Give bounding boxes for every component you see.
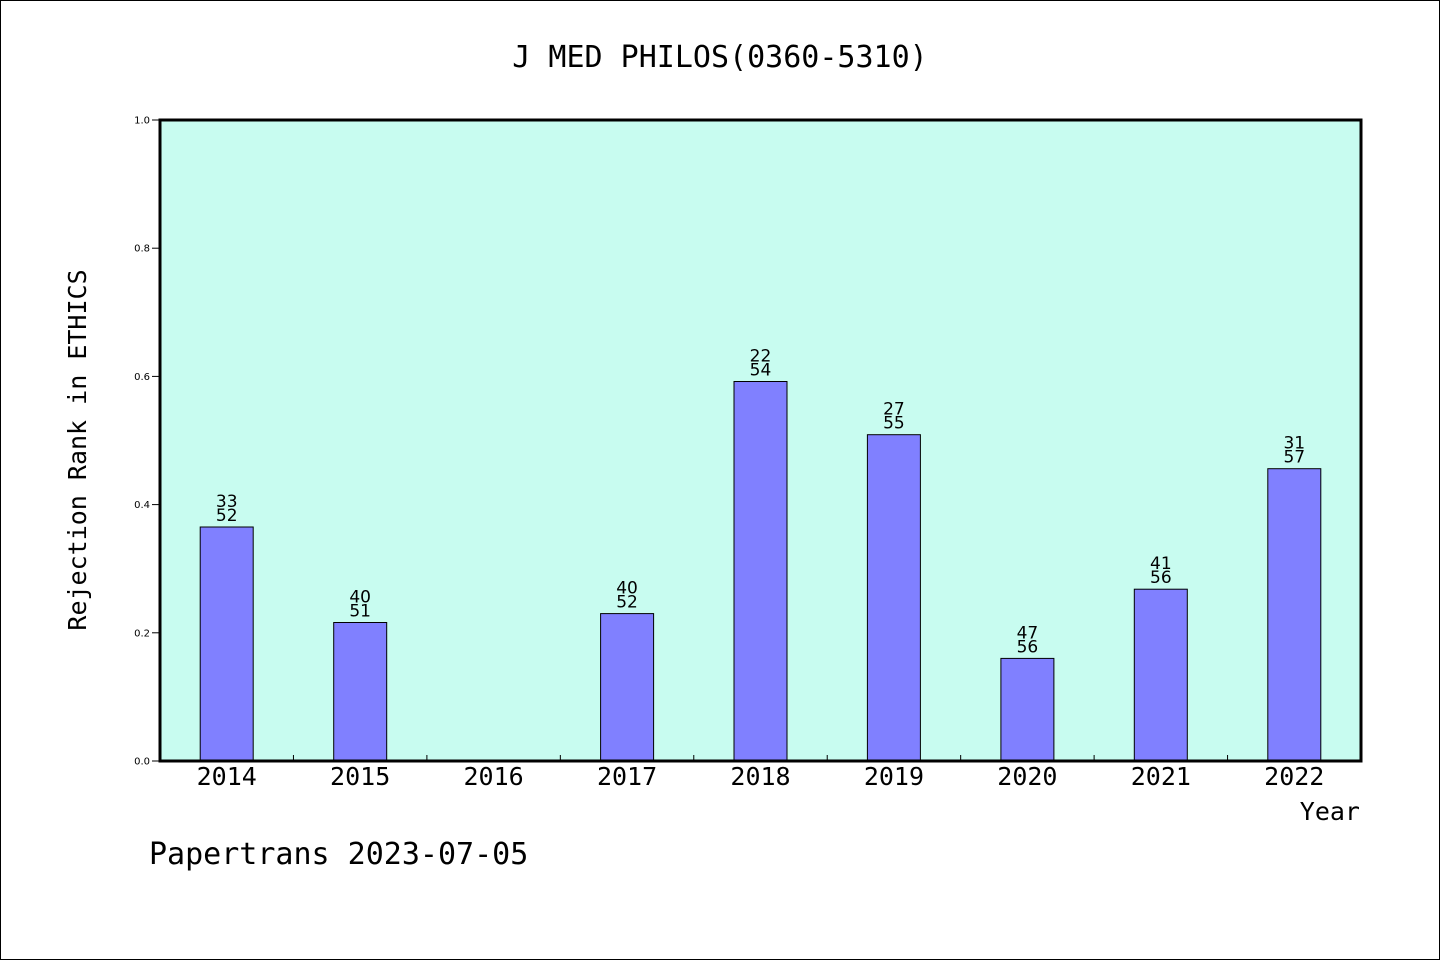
bar-label-2015-1: 40: [349, 588, 371, 608]
bar-label-2022-1: 31: [1283, 434, 1305, 454]
y-tick-label-0.0: 0.0: [134, 757, 150, 768]
y-tick-label-0.6: 0.6: [134, 372, 150, 383]
bar-label-2020-1: 47: [1017, 623, 1039, 643]
x-tick-label-2016: 2016: [464, 762, 524, 791]
y-tick-label-1.0: 1.0: [134, 116, 150, 127]
bar-2017: [600, 613, 655, 762]
bar-2020: [1000, 657, 1055, 762]
watermark-text: Papertrans 2023-07-05: [149, 837, 528, 872]
bar-label-2018-1: 22: [750, 347, 772, 367]
bar-label-2017-2: 52: [616, 593, 638, 613]
bar-label-2021-1: 41: [1150, 554, 1172, 574]
bar-label-2022-2: 57: [1283, 448, 1305, 468]
bar-label-2019-1: 27: [883, 400, 905, 420]
bar-2018: [733, 381, 788, 762]
bar-2014: [199, 526, 254, 762]
y-tick-label-0.8: 0.8: [134, 244, 150, 255]
chart-title: J MED PHILOS(0360-5310): [512, 40, 927, 75]
bar-label-2014-2: 52: [216, 506, 238, 526]
x-tick-label-2014: 2014: [197, 762, 257, 791]
bar-2022: [1267, 468, 1322, 762]
bar-label-2019-2: 55: [883, 414, 905, 434]
x-tick-label-2017: 2017: [597, 762, 657, 791]
y-tick-label-0.2: 0.2: [134, 628, 150, 639]
bar-2015: [333, 622, 388, 762]
x-tick-label-2018: 2018: [730, 762, 790, 791]
bar-2019: [866, 434, 921, 762]
bar-label-2014-1: 33: [216, 492, 238, 512]
bar-2021: [1133, 588, 1188, 762]
x-tick-label-2022: 2022: [1264, 762, 1324, 791]
bar-label-2018-2: 54: [750, 361, 772, 381]
x-tick-label-2015: 2015: [330, 762, 390, 791]
x-axis: 2014 2015 2016 2017 2018 2019 2020 2021 2022: [197, 755, 1324, 791]
bar-label-2020-2: 56: [1017, 637, 1039, 657]
x-tick-label-2020: 2020: [997, 762, 1057, 791]
y-tick-label-0.4: 0.4: [134, 500, 150, 511]
x-tick-label-2021: 2021: [1131, 762, 1191, 791]
plot-border: [158, 118, 1363, 763]
x-axis-label: Year: [1300, 797, 1360, 826]
y-axis: 0.0 0.2 0.4 0.6 0.8 1.0: [134, 116, 160, 768]
x-tick-label-2019: 2019: [864, 762, 924, 791]
y-axis-label: Rejection Rank in ETHICS: [63, 269, 92, 630]
bar-label-2015-2: 51: [349, 602, 371, 622]
bars-group: [199, 381, 1322, 762]
bar-label-2017-1: 40: [616, 579, 638, 599]
bar-label-2021-2: 56: [1150, 568, 1172, 588]
